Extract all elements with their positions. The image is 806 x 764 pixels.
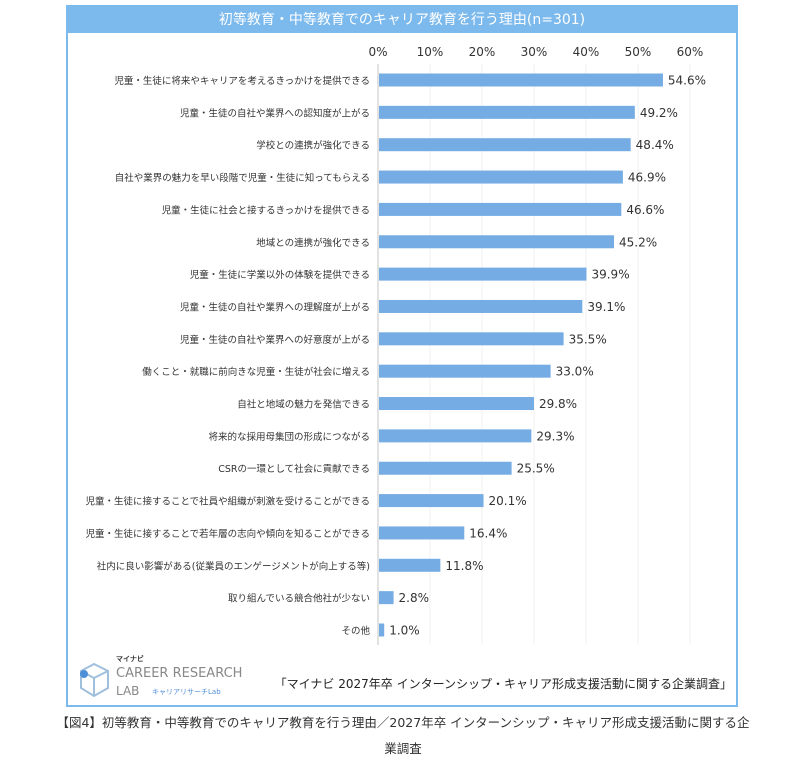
value-label: 20.1% [489, 494, 527, 508]
bar [379, 558, 441, 572]
bar [379, 591, 394, 605]
category-label: 児童・生徒の自社や業界への理解度が上がる [180, 301, 370, 313]
x-tick-label: 40% [573, 45, 600, 59]
value-label: 48.4% [636, 138, 674, 152]
category-label: 自社や業界の魅力を早い段階で児童・生徒に知ってもらえる [115, 172, 370, 184]
category-label: 社内に良い影響がある(従業員のエンゲージメントが向上する等) [97, 560, 370, 572]
value-label: 25.5% [517, 462, 555, 476]
value-label: 54.6% [668, 74, 706, 88]
category-label: 学校との連携が強化できる [256, 140, 370, 152]
x-tick-label: 30% [521, 45, 548, 59]
value-label: 46.9% [628, 171, 666, 185]
category-label: 地域との連携が強化できる [256, 237, 370, 249]
bar [379, 623, 385, 637]
value-label: 35.5% [569, 332, 607, 346]
x-tick-label: 10% [417, 45, 444, 59]
figure-caption: 【図4】初等教育・中等教育でのキャリア教育を行う理由／2027年卒 インターンシ… [56, 715, 750, 756]
x-tick-label: 50% [625, 45, 652, 59]
bar [379, 202, 622, 216]
category-label: 将来的な採用母集団の形成につながる [208, 431, 370, 443]
bar [379, 461, 512, 475]
bar [379, 364, 551, 378]
value-label: 49.2% [640, 106, 678, 120]
category-label: 取り組んでいる競合他社が少ない [228, 593, 370, 605]
value-label: 29.8% [539, 397, 577, 411]
bar-chart: 0% 10% 20% 30% 40% 50% 60% 児童・生徒に将来やキャリアを考えるきっか… [85, 45, 706, 645]
value-label: 1.0% [389, 624, 420, 638]
chart-frame: 初等教育・中等教育でのキャリア教育を行う理由(n=301) [66, 5, 738, 707]
bar [379, 235, 615, 249]
category-label: 働くこと・就職に前向きな児童・生徒が社会に増える [142, 366, 370, 378]
category-label: 児童・生徒に社会と接するきっかけを提供できる [162, 204, 370, 216]
value-label: 29.3% [536, 429, 574, 443]
value-label: 33.0% [556, 365, 594, 379]
x-tick-label: 60% [677, 45, 704, 59]
category-label: 児童・生徒の自社や業界への好意度が上がる [180, 334, 370, 346]
bar [379, 526, 465, 540]
value-label: 39.1% [587, 300, 625, 314]
category-label: 自社と地域の魅力を発信できる [237, 399, 370, 411]
bar [379, 170, 623, 184]
value-label: 39.9% [591, 268, 629, 282]
category-label: 児童・生徒に学業以外の体験を提供できる [190, 269, 370, 281]
logo-sub: キャリアリサーチLab [152, 688, 221, 696]
career-research-lab-logo: マイナビ CAREER RESEARCH LAB キャリアリサーチLab [76, 656, 256, 704]
logo-lab: LAB [116, 684, 140, 698]
category-label: CSRの一環として社会に貢献できる [218, 463, 370, 475]
bar [379, 267, 587, 281]
bar [379, 494, 484, 508]
bar [379, 299, 583, 313]
source-note: 「マイナビ 2027年卒 インターンシップ・キャリア形成支援活動に関する企業調査… [274, 677, 732, 691]
value-label: 46.6% [626, 203, 664, 217]
bar [379, 429, 532, 443]
category-label: 児童・生徒に接することで社員や組織が刺激を受けることができる [85, 496, 370, 508]
bar [379, 73, 663, 87]
value-label: 11.8% [445, 559, 483, 573]
logo-brand: マイナビ [116, 655, 144, 663]
bar [379, 397, 534, 411]
bar [379, 138, 631, 152]
category-label: 児童・生徒に将来やキャリアを考えるきっかけを提供できる [114, 75, 370, 87]
bar [379, 105, 635, 119]
category-label: その他 [341, 625, 370, 637]
value-label: 2.8% [399, 591, 430, 605]
category-label: 児童・生徒の自社や業界への認知度が上がる [180, 107, 370, 119]
x-tick-label: 20% [469, 45, 496, 59]
value-label: 16.4% [469, 526, 507, 540]
cube-logo-icon [80, 662, 109, 698]
x-tick-label: 0% [368, 45, 387, 59]
value-label: 45.2% [619, 235, 657, 249]
category-label: 児童・生徒に接することで若年層の志向や傾向を知ることができる [85, 528, 370, 540]
bar [379, 332, 564, 346]
logo-name: CAREER RESEARCH [116, 666, 243, 681]
chart-title: 初等教育・中等教育でのキャリア教育を行う理由(n=301) [68, 7, 736, 33]
